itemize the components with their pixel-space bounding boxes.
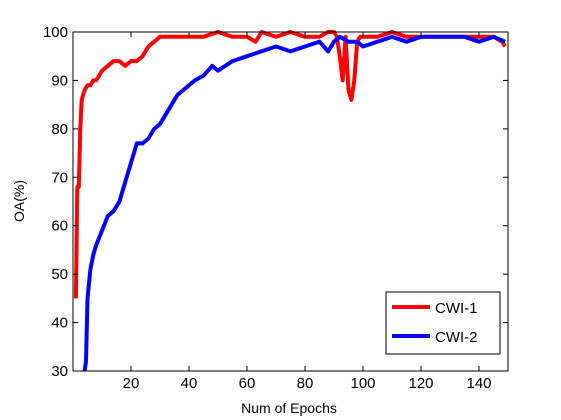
y-tick-label: 40 [51, 315, 68, 332]
x-tick-label: 140 [466, 375, 491, 392]
y-tick-label: 100 [43, 24, 68, 41]
y-axis-title: OA(%) [11, 180, 27, 222]
x-tick-label: 60 [239, 375, 256, 392]
y-tick-label: 70 [51, 169, 68, 186]
x-tick-label: 40 [181, 375, 198, 392]
legend-label-cwi-1: CWI-1 [435, 300, 478, 317]
plot-frame [72, 31, 509, 372]
series-line-cwi-1 [73, 30, 507, 299]
x-tick-label: 120 [408, 375, 433, 392]
x-tick-label: 20 [123, 375, 140, 392]
series-line-cwi-2 [82, 34, 506, 372]
y-tick-label: 50 [51, 266, 68, 283]
legend-label-cwi-2: CWI-2 [435, 329, 478, 346]
x-tick-label: 100 [350, 375, 375, 392]
y-tick-label: 60 [51, 218, 68, 235]
y-tick-label: 80 [51, 121, 68, 138]
y-tick-label: 90 [51, 72, 68, 89]
x-axis-title: Num of Epochs [241, 400, 337, 416]
series-layer [73, 30, 507, 372]
y-tick-label: 30 [51, 363, 68, 380]
tick-layer: 20 40 60 80 100 120 140 30 40 50 60 70 80 90 100 [43, 24, 508, 392]
legend: CWI-1 CWI-2 [385, 291, 501, 355]
x-tick-label: 80 [297, 375, 314, 392]
legend-box [385, 291, 501, 355]
